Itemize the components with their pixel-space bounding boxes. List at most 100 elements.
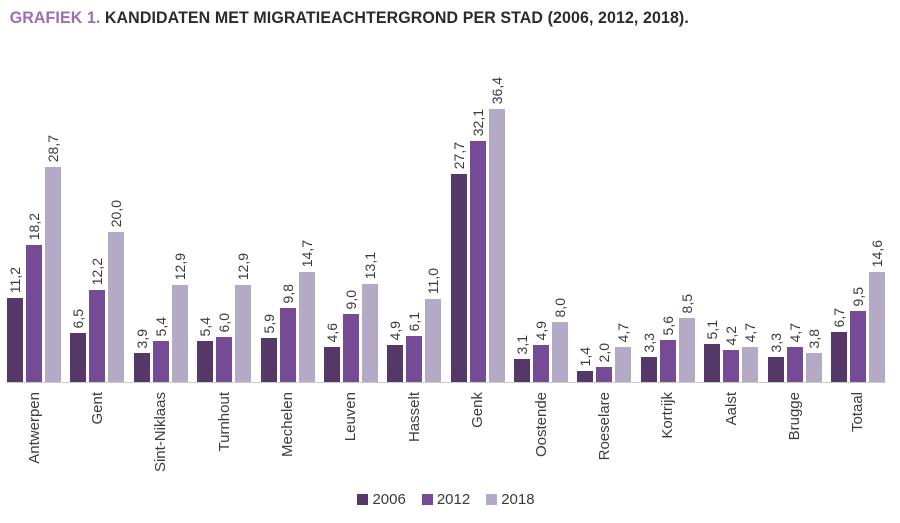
bar-col: 3,1 xyxy=(514,335,530,382)
bar-2006-turnhout xyxy=(197,341,214,382)
legend-item-2018: 2018 xyxy=(486,491,535,508)
value-label: 12,9 xyxy=(171,252,188,280)
bar-col: 6,7 xyxy=(830,307,847,382)
bar-col: 32,1 xyxy=(469,109,486,382)
bar-group-antwerpen: 11,2 18,2 28,7 xyxy=(6,135,62,382)
legend: 2006 2012 2018 xyxy=(6,491,886,508)
bar-2012-oostende xyxy=(533,345,549,382)
legend-swatch-2018 xyxy=(486,494,498,505)
category-cell: Kortrijk xyxy=(640,383,696,487)
value-label: 4,9 xyxy=(387,320,404,340)
bar-2012-totaal xyxy=(849,311,866,382)
chart-title: GRAFIEK 1. KANDIDATEN MET MIGRATIEACHTER… xyxy=(6,8,833,28)
category-axis: Antwerpen Gent Sint-Niklaas Turnhout Mechele… xyxy=(6,383,886,487)
category-label-brugge: Brugge xyxy=(786,392,803,441)
bar-2006-aalst xyxy=(704,344,721,382)
category-label-genk: Genk xyxy=(469,392,487,428)
bar-group-kortrijk: 3,3 5,6 8,5 xyxy=(640,294,696,382)
bar-col: 4,9 xyxy=(387,320,404,382)
value-label: 11,0 xyxy=(425,267,442,294)
value-label: 4,6 xyxy=(323,322,340,342)
legend-item-2012: 2012 xyxy=(421,491,470,508)
bar-col: 28,7 xyxy=(45,135,61,382)
bar-col: 13,1 xyxy=(361,252,378,382)
bar-col: 3,3 xyxy=(640,332,657,382)
value-label: 5,9 xyxy=(260,313,277,333)
bar-col: 20,0 xyxy=(108,200,125,382)
bar-2018-aalst xyxy=(742,347,759,382)
bar-col: 14,7 xyxy=(298,239,315,382)
bar-2018-brugge xyxy=(805,353,822,382)
bar-col: 18,2 xyxy=(26,213,42,382)
value-label: 9,0 xyxy=(342,289,359,309)
bar-col: 11,0 xyxy=(425,267,442,382)
category-label-mechelen: Mechelen xyxy=(279,392,296,458)
bar-2018-turnhout xyxy=(235,285,252,382)
bar-col: 1,4 xyxy=(577,347,594,382)
bar-2018-leuven xyxy=(361,284,378,382)
bar-2012-mechelen xyxy=(279,308,296,382)
bar-2012-turnhout xyxy=(216,337,233,382)
value-label: 8,0 xyxy=(552,297,568,317)
bar-2006-brugge xyxy=(767,357,784,382)
bar-2018-roeselare xyxy=(615,347,632,382)
chart-container: GRAFIEK 1. KANDIDATEN MET MIGRATIEACHTER… xyxy=(6,8,886,508)
bar-group-aalst: 5,1 4,2 4,7 xyxy=(703,320,759,382)
bar-2012-roeselare xyxy=(596,367,613,382)
bar-col: 4,7 xyxy=(786,322,803,382)
bar-col: 6,0 xyxy=(216,313,233,382)
bar-2006-kortrijk xyxy=(640,357,657,382)
bar-2018-mechelen xyxy=(298,272,315,382)
bar-2012-gent xyxy=(89,290,106,382)
bar-2018-oostende xyxy=(552,322,568,382)
bar-2018-totaal xyxy=(868,272,885,382)
bar-group-totaal: 6,7 9,5 14,6 xyxy=(830,240,886,382)
category-label-oostende: Oostende xyxy=(532,392,550,458)
value-label: 14,6 xyxy=(868,239,885,267)
bar-2006-gent xyxy=(70,333,87,382)
bar-col: 27,7 xyxy=(450,141,467,382)
bar-2006-antwerpen xyxy=(7,298,23,382)
legend-item-2006: 2006 xyxy=(357,491,406,508)
value-label: 14,7 xyxy=(298,239,315,267)
bar-2018-sint-niklaas xyxy=(171,285,188,382)
bar-2006-oostende xyxy=(514,359,530,382)
value-label: 27,7 xyxy=(450,141,467,169)
bar-col: 14,6 xyxy=(868,239,885,382)
value-label: 36,4 xyxy=(488,76,505,104)
bar-group-sint-niklaas: 3,9 5,4 12,9 xyxy=(133,253,189,382)
value-label: 4,7 xyxy=(615,322,632,342)
bar-col: 5,9 xyxy=(260,313,277,382)
chart-title-prefix: GRAFIEK 1. xyxy=(9,8,101,27)
value-label: 4,9 xyxy=(533,320,549,340)
category-label-hasselt: Hasselt xyxy=(405,392,423,443)
category-label-gent: Gent xyxy=(88,392,106,425)
bar-group-turnhout: 5,4 6,0 12,9 xyxy=(196,253,252,382)
value-label: 18,2 xyxy=(26,212,42,240)
category-label-sint-niklaas: Sint-Niklaas xyxy=(152,392,170,473)
category-label-kortrijk: Kortrijk xyxy=(659,392,677,439)
category-cell: Sint-Niklaas xyxy=(133,383,189,487)
category-label-roeselare: Roeselare xyxy=(595,392,613,461)
value-label: 5,1 xyxy=(704,319,721,339)
bar-2006-mechelen xyxy=(260,338,277,382)
bar-col: 11,2 xyxy=(7,267,23,382)
category-cell: Mechelen xyxy=(260,383,316,487)
bar-2006-genk xyxy=(450,174,467,382)
legend-label-2018: 2018 xyxy=(501,491,535,508)
value-label: 3,3 xyxy=(767,332,784,352)
value-label: 4,7 xyxy=(786,322,803,342)
bar-col: 4,7 xyxy=(615,322,632,382)
value-label: 6,7 xyxy=(830,307,847,327)
value-label: 28,7 xyxy=(45,134,61,162)
bar-2006-hasselt xyxy=(387,345,404,382)
bar-col: 4,6 xyxy=(323,322,340,382)
category-cell: Oostende xyxy=(513,383,569,487)
bar-2018-antwerpen xyxy=(45,167,61,382)
value-label: 11,2 xyxy=(7,266,23,293)
value-label: 3,3 xyxy=(640,332,657,352)
value-label: 3,9 xyxy=(133,328,150,348)
value-label: 12,2 xyxy=(89,257,106,285)
bar-2012-aalst xyxy=(723,350,740,382)
plot-area: 11,2 18,2 28,7 6,5 12,2 20,0 3,9 5,4 12,9 5,4 6,0 1… xyxy=(6,30,886,383)
